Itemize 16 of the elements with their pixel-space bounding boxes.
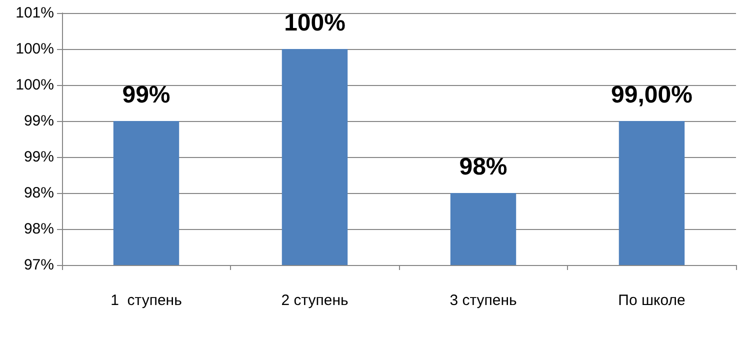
- y-tick-label: 99%: [24, 148, 54, 166]
- data-label: 99,00%: [611, 82, 692, 108]
- y-tick-label: 101%: [16, 4, 54, 22]
- x-tick-label: 1 ступень: [110, 292, 182, 309]
- x-tick-label: 3 ступень: [450, 292, 517, 309]
- y-tick-label: 97%: [24, 256, 54, 274]
- data-label: 100%: [284, 10, 346, 36]
- data-label: 98%: [459, 154, 508, 180]
- x-tick-label: По школе: [618, 292, 686, 309]
- y-tick-label: 98%: [24, 220, 54, 238]
- y-tick-label: 100%: [16, 40, 54, 58]
- data-label: 99%: [122, 82, 170, 108]
- y-tick-label: 100%: [16, 76, 54, 94]
- y-tick-label: 99%: [24, 112, 54, 130]
- x-tick-label: 2 ступень: [281, 292, 348, 309]
- y-tick-label: 98%: [24, 184, 54, 202]
